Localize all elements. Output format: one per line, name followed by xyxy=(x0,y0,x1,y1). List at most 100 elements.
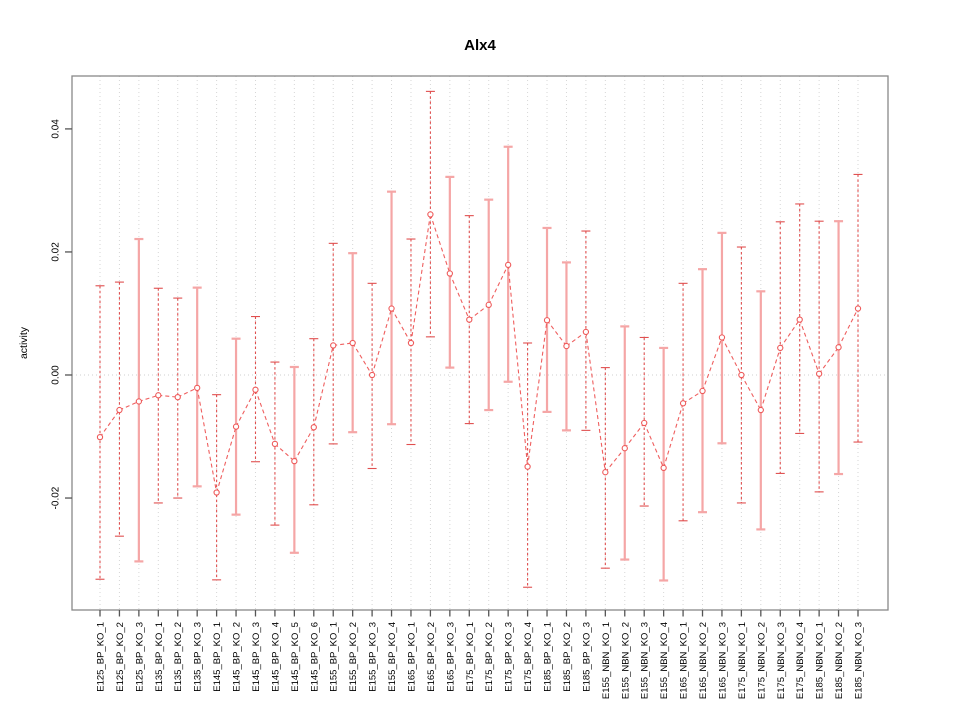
series-line-segment xyxy=(546,319,567,347)
data-point xyxy=(407,339,415,347)
x-tick-label: E175_NBN_KO_4 xyxy=(795,622,806,699)
x-tick-label: E185_BP_KO_1 xyxy=(543,622,554,692)
series-line-segment xyxy=(740,374,762,411)
series-line-segment xyxy=(663,403,684,469)
x-tick-label: E185_NBN_KO_3 xyxy=(854,622,865,699)
series-line-segment xyxy=(449,273,470,320)
data-point xyxy=(232,423,240,430)
data-point xyxy=(368,371,376,379)
x-tick-label: E125_BP_KO_1 xyxy=(96,622,107,692)
series-line-segment xyxy=(488,264,509,306)
x-tick-label: E165_NBN_KO_3 xyxy=(717,622,728,699)
data-point xyxy=(349,339,356,347)
series-line-segment xyxy=(158,394,178,398)
x-tick-label: E155_BP_KO_1 xyxy=(329,622,340,692)
y-tick-label: 0.04 xyxy=(51,119,62,139)
x-tick-label: E155_BP_KO_3 xyxy=(368,622,379,692)
series-line-segment xyxy=(138,394,159,402)
x-tick-label: E155_NBN_KO_2 xyxy=(620,622,631,699)
data-point xyxy=(135,398,143,405)
x-tick-label: E185_NBN_KO_2 xyxy=(834,622,845,699)
x-tick-label: E175_BP_KO_3 xyxy=(504,622,515,692)
x-tick-label: E175_NBN_KO_3 xyxy=(776,622,787,699)
data-point xyxy=(796,316,803,323)
data-point xyxy=(835,344,842,351)
x-tick-label: E135_BP_KO_2 xyxy=(173,622,184,692)
data-point xyxy=(116,406,123,414)
series-line-segment xyxy=(254,389,276,445)
data-point xyxy=(194,384,201,392)
data-point xyxy=(252,386,259,393)
series-line-segment xyxy=(119,400,140,411)
series-line-segment xyxy=(527,320,548,467)
data-point xyxy=(446,270,453,277)
y-tick-label: 0.02 xyxy=(51,242,62,262)
series-line-segment xyxy=(566,331,587,347)
data-point xyxy=(718,334,726,341)
x-tick-label: E175_BP_KO_2 xyxy=(484,622,495,692)
x-tick-label: E145_BP_KO_4 xyxy=(270,622,281,692)
data-point xyxy=(582,328,590,336)
x-tick-label: E135_BP_KO_1 xyxy=(154,622,165,692)
series-line-segment xyxy=(235,389,256,427)
data-point xyxy=(388,305,395,312)
series-line-segment xyxy=(624,422,645,449)
data-point xyxy=(660,464,667,472)
data-point xyxy=(815,370,823,377)
series-line-segment xyxy=(196,387,218,493)
series-line-segment xyxy=(313,345,334,428)
x-tick-label: E155_NBN_KO_1 xyxy=(601,622,612,699)
data-point xyxy=(777,344,784,352)
data-point xyxy=(563,342,570,350)
y-tick-label: 0.00 xyxy=(51,365,62,385)
series-line-segment xyxy=(333,342,353,347)
x-tick-label: E165_NBN_KO_1 xyxy=(679,622,690,699)
data-point xyxy=(271,440,279,448)
x-tick-label: E175_BP_KO_1 xyxy=(465,622,476,692)
data-point xyxy=(330,342,337,349)
data-point xyxy=(291,457,298,465)
data-point xyxy=(174,393,181,401)
x-tick-label: E185_NBN_KO_1 xyxy=(815,622,826,699)
series-line-segment xyxy=(721,337,742,376)
series-line-segment xyxy=(391,308,412,344)
series-line-segment xyxy=(643,422,665,469)
x-tick-label: E155_BP_KO_2 xyxy=(348,622,359,692)
series-line-segment xyxy=(585,331,606,473)
x-tick-label: E185_BP_KO_3 xyxy=(581,622,592,692)
series-line-segment xyxy=(818,346,840,375)
chart-layer: -0.02 0.00 0.02 0.04 E125_BP_KO_1 E125_BP_KO_… xyxy=(51,75,889,699)
data-point xyxy=(602,469,609,476)
x-tick-label: E145_BP_KO_3 xyxy=(251,622,262,692)
series-line-segment xyxy=(682,390,703,404)
data-point xyxy=(466,316,473,323)
series-line-segment xyxy=(838,308,859,348)
x-tick-label: E155_NBN_KO_3 xyxy=(640,622,651,699)
x-tick-label: E165_BP_KO_1 xyxy=(406,622,417,692)
data-point xyxy=(155,392,162,399)
x-tick-label: E145_BP_KO_6 xyxy=(309,622,320,692)
x-tick-label: E125_BP_KO_2 xyxy=(115,622,126,692)
series-line-segment xyxy=(177,387,198,398)
series-line-segment xyxy=(779,319,801,349)
data-point xyxy=(485,301,492,309)
series-line-segment xyxy=(799,319,820,374)
series-line-segment xyxy=(352,342,373,376)
data-point xyxy=(757,406,764,414)
series-line-segment xyxy=(507,264,529,467)
x-tick-label: E175_BP_KO_4 xyxy=(523,622,534,692)
series-line-segment xyxy=(216,426,237,493)
series-line-segment xyxy=(701,337,723,392)
series-line-segment xyxy=(604,447,626,473)
data-point xyxy=(699,387,706,395)
data-point xyxy=(310,424,317,431)
series-line-segment xyxy=(410,214,431,344)
data-point xyxy=(427,211,434,218)
series-line-segment xyxy=(429,214,451,274)
x-tick-label: E185_BP_KO_2 xyxy=(562,622,573,692)
x-tick-label: E165_BP_KO_3 xyxy=(445,622,456,692)
x-tick-label: E145_BP_KO_2 xyxy=(232,622,243,692)
data-point xyxy=(679,400,687,407)
